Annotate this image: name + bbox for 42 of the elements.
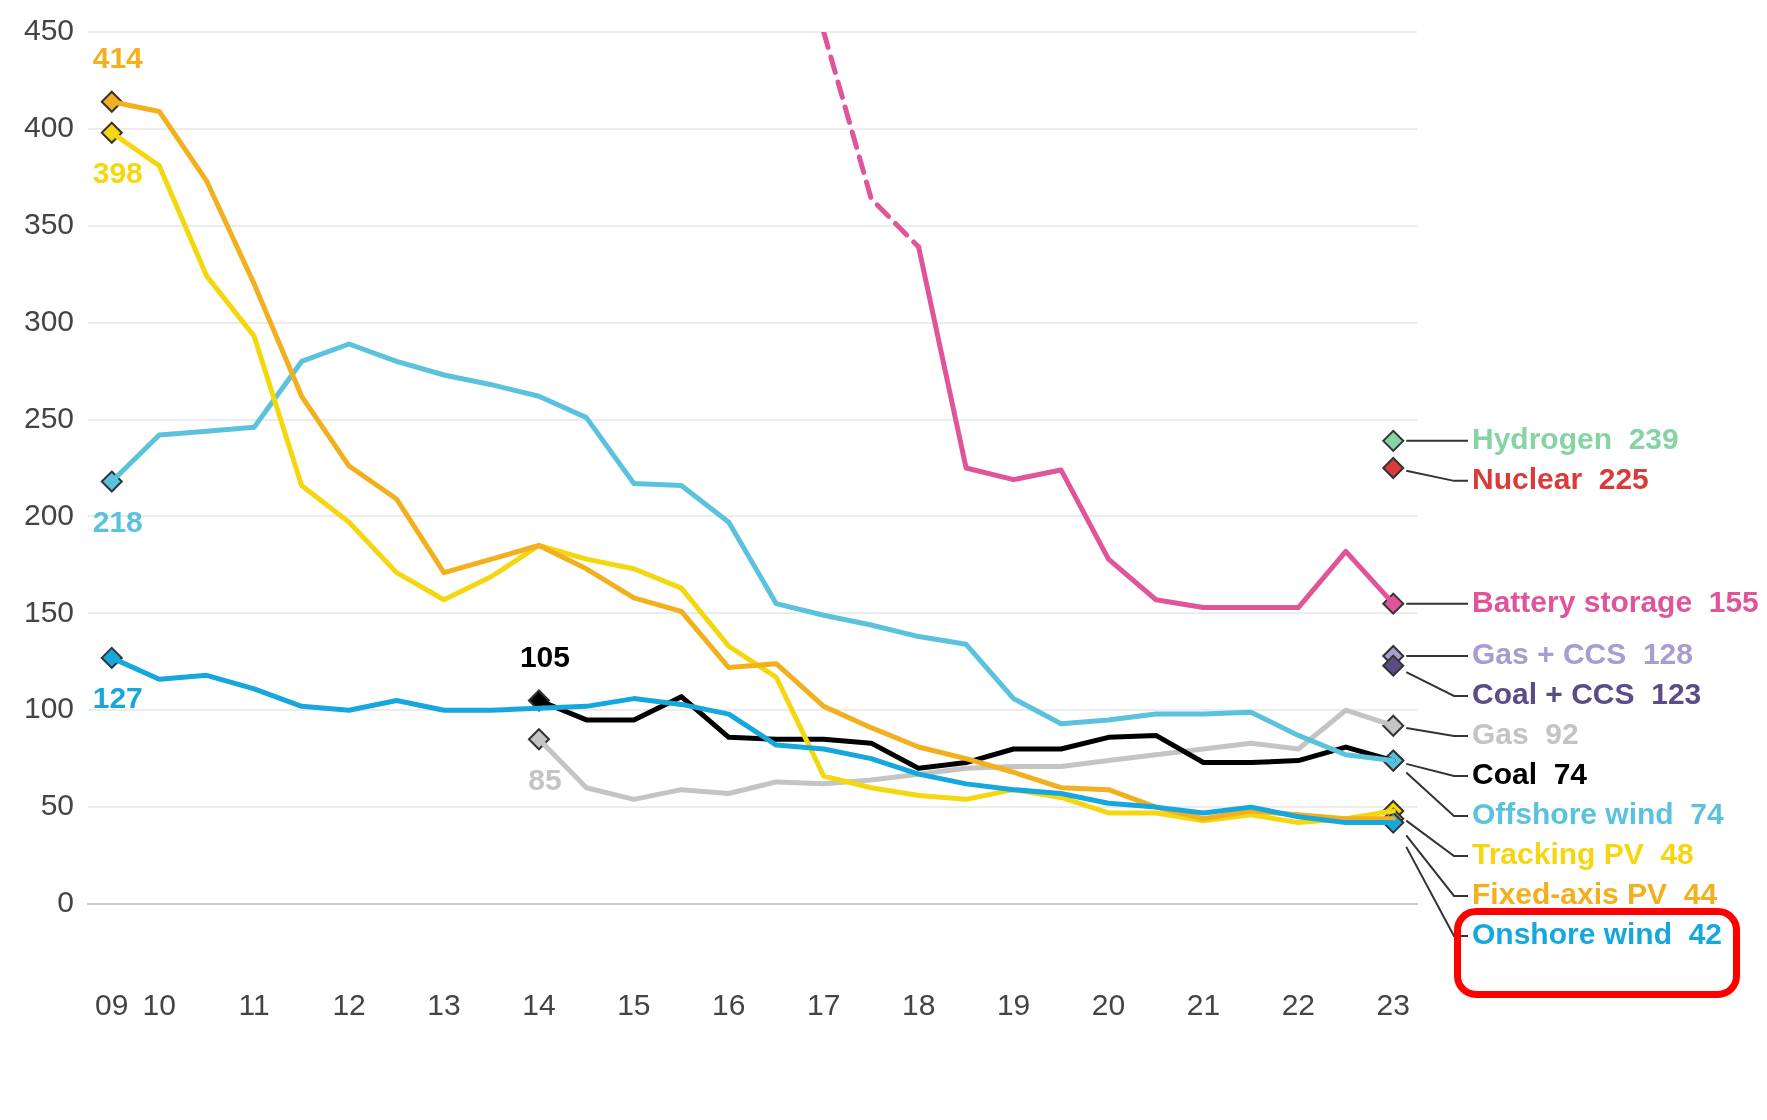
x-tick-label: 17 bbox=[807, 988, 841, 1022]
x-tick-label: 23 bbox=[1376, 988, 1410, 1022]
y-tick-label: 250 bbox=[23, 400, 75, 434]
text: Offshore wind 74 bbox=[1472, 797, 1724, 831]
text: Hydrogen 239 bbox=[1472, 422, 1679, 456]
text: Gas 92 bbox=[1472, 717, 1579, 751]
x-tick-label: 10 bbox=[142, 988, 176, 1022]
x-tick-label: 18 bbox=[901, 988, 936, 1022]
x-tick-label: 09 bbox=[95, 988, 129, 1022]
y-tick-label: 350 bbox=[23, 207, 75, 241]
x-tick-label: 13 bbox=[427, 988, 461, 1022]
y-tick-label: 50 bbox=[40, 788, 75, 822]
text: Nuclear 225 bbox=[1472, 462, 1649, 496]
y-tick-label: 400 bbox=[23, 110, 75, 144]
x-tick-label: 19 bbox=[996, 988, 1031, 1022]
data-label: 105 bbox=[519, 639, 570, 673]
x-tick-label: 20 bbox=[1091, 988, 1126, 1022]
text: Tracking PV 48 bbox=[1472, 837, 1694, 871]
text: Battery storage 155 bbox=[1472, 584, 1759, 618]
x-tick-label: 14 bbox=[522, 988, 556, 1022]
text: Coal + CCS 123 bbox=[1472, 677, 1702, 711]
text: Gas + CCS 128 bbox=[1472, 637, 1693, 671]
x-tick-label: 15 bbox=[617, 988, 651, 1022]
x-tick-label: 12 bbox=[332, 988, 366, 1022]
y-tick-label: 0 bbox=[57, 885, 75, 919]
x-tick-label: 16 bbox=[712, 988, 746, 1022]
data-label: 127 bbox=[92, 681, 143, 715]
data-label: 398 bbox=[92, 156, 143, 190]
y-tick-label: 200 bbox=[23, 497, 75, 531]
text: Coal 74 bbox=[1472, 757, 1588, 791]
data-label: 85 bbox=[528, 762, 562, 796]
data-label: 414 bbox=[92, 41, 144, 75]
y-tick-label: 150 bbox=[23, 594, 75, 628]
y-tick-label: 300 bbox=[23, 303, 75, 337]
x-tick-label: 21 bbox=[1186, 988, 1221, 1022]
y-tick-label: 450 bbox=[23, 13, 75, 47]
y-tick-label: 100 bbox=[23, 691, 75, 725]
data-label: 218 bbox=[92, 504, 143, 538]
text: Onshore wind 42 bbox=[1472, 917, 1723, 951]
text: Fixed-axis PV 44 bbox=[1472, 877, 1718, 911]
x-tick-label: 22 bbox=[1281, 988, 1316, 1022]
x-tick-label: 11 bbox=[238, 988, 270, 1022]
